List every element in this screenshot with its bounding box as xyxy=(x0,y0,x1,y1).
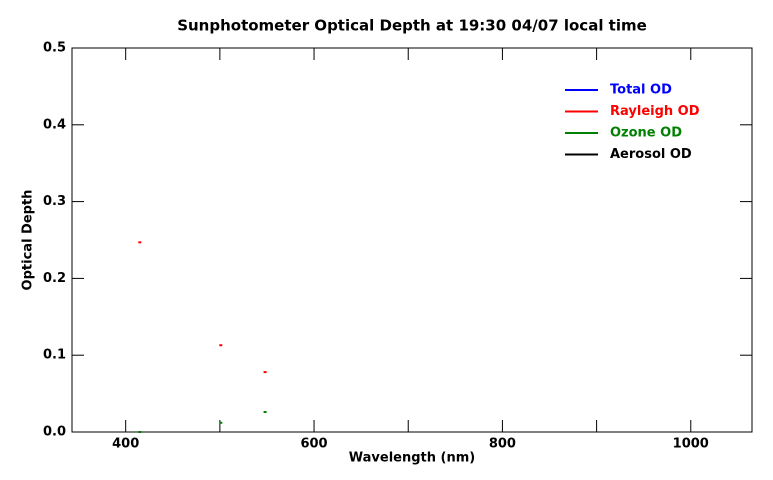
legend-label: Ozone OD xyxy=(610,126,682,141)
data-point xyxy=(138,431,142,433)
data-point xyxy=(219,344,223,347)
data-point xyxy=(263,371,267,374)
data-point xyxy=(263,411,267,414)
y-tick-label: 0.1 xyxy=(43,348,66,363)
y-tick-label: 0.4 xyxy=(43,117,66,132)
x-tick-label: 600 xyxy=(300,437,327,452)
y-tick-label: 0.5 xyxy=(43,41,66,56)
y-tick-label: 0.2 xyxy=(43,271,66,286)
y-tick-label: 0.0 xyxy=(43,425,66,440)
x-tick-label: 400 xyxy=(112,437,139,452)
data-point xyxy=(138,241,142,244)
x-axis-title: Wavelength (nm) xyxy=(349,451,475,466)
x-tick-label: 1000 xyxy=(673,437,709,452)
data-point xyxy=(219,421,223,424)
plot-frame xyxy=(71,47,753,433)
y-axis-title: Optical Depth xyxy=(21,190,36,291)
y-tick-label: 0.3 xyxy=(43,194,66,209)
legend-label: Aerosol OD xyxy=(610,147,692,162)
legend-label: Total OD xyxy=(610,83,672,98)
legend-label: Rayleigh OD xyxy=(610,104,700,119)
x-tick-label: 800 xyxy=(489,437,516,452)
chart-title: Sunphotometer Optical Depth at 19:30 04/… xyxy=(177,17,647,35)
